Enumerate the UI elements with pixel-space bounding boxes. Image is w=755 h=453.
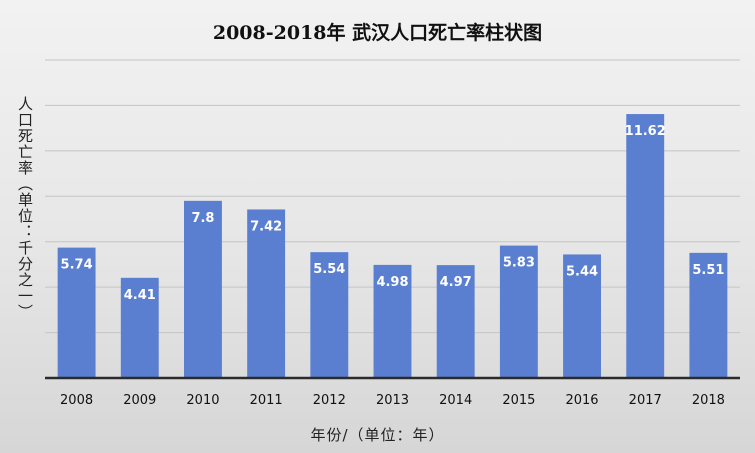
x-tick-label: 2009	[123, 393, 156, 408]
x-tick-label: 2010	[186, 393, 219, 408]
bar-value-label: 5.74	[61, 258, 93, 273]
x-tick-label: 2012	[313, 393, 346, 408]
bar-value-label: 4.41	[124, 288, 156, 303]
bar-2016	[563, 254, 601, 378]
bar-2012	[310, 252, 349, 378]
x-tick-label: 2014	[439, 393, 472, 408]
bar-2010	[184, 200, 222, 378]
x-tick-label: 2015	[502, 393, 535, 408]
x-tick-label: 2013	[376, 393, 409, 408]
bar-value-label: 5.54	[313, 262, 345, 277]
bar-value-label: 7.8	[191, 211, 214, 226]
bar-2013	[373, 264, 412, 378]
bar-2014	[436, 265, 475, 378]
bar-2011	[247, 209, 286, 378]
x-tick-label: 2011	[250, 393, 283, 408]
bar-2017	[626, 114, 665, 378]
bar-value-label: 4.97	[440, 275, 472, 290]
bars	[57, 114, 728, 378]
x-tick-label: 2008	[60, 393, 93, 408]
bar-value-label: 5.51	[692, 263, 724, 278]
bar-value-label: 11.62	[625, 124, 666, 139]
bar-2009	[120, 277, 159, 378]
y-axis-label: 人口死亡率（单位：千分之一）	[16, 96, 34, 320]
bar-2018	[689, 252, 728, 378]
x-axis-label: 年份/（单位：年）	[310, 426, 445, 444]
bar-value-label: 5.44	[566, 264, 598, 279]
x-tick-label: 2018	[692, 393, 725, 408]
bar-value-label: 7.42	[250, 219, 282, 234]
data-labels: 5.74 4.41 7.8 7.42 5.54 4.98 4.97 5.83 5.44 11.62…	[61, 124, 725, 303]
gridlines	[45, 59, 740, 334]
bar-value-label: 5.83	[503, 256, 535, 271]
chart-title: 2008-2018年 武汉人口死亡率柱状图	[212, 22, 543, 44]
bar-2015	[499, 245, 538, 378]
x-tick-label: 2017	[629, 393, 662, 408]
bar-value-label: 4.98	[376, 275, 408, 290]
x-tick-labels: 2008 2009 2010 2011 2012 2013 2014 2015 2016 2017…	[60, 393, 725, 408]
x-tick-label: 2016	[565, 393, 598, 408]
bar-2008	[57, 247, 96, 378]
